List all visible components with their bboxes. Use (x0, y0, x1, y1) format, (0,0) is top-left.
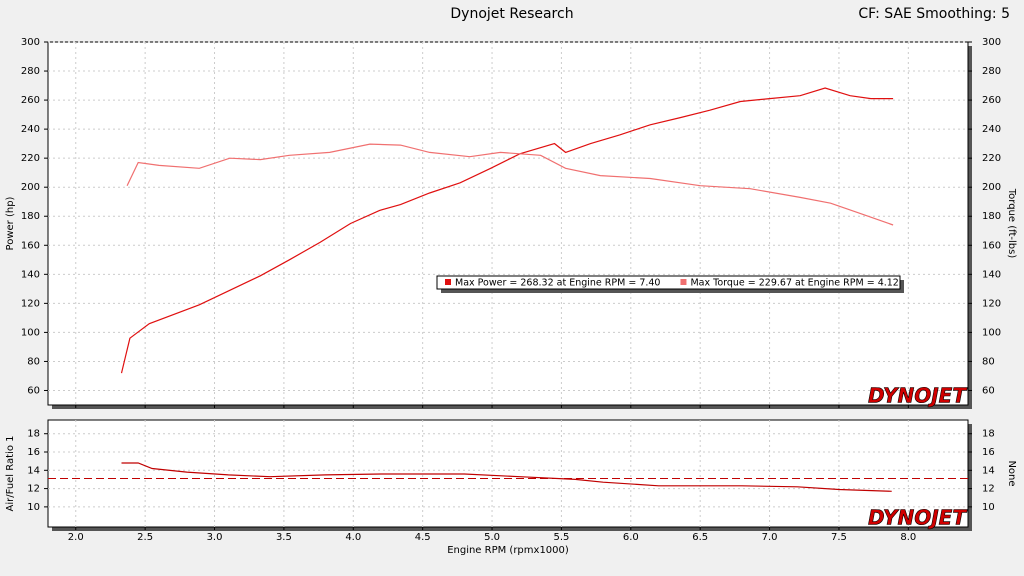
y-tick-label: 300 (21, 37, 40, 48)
y-tick-label: 140 (21, 269, 40, 280)
y2-tick-label: 140 (982, 269, 1001, 280)
x-tick-label: 7.0 (762, 532, 778, 543)
x-tick-label: 2.0 (68, 532, 84, 543)
y-tick-label: 200 (21, 182, 40, 193)
x-tick-label: 4.5 (415, 532, 431, 543)
y-axis-label: Air/Fuel Ratio 1 (5, 436, 16, 512)
y2-tick-label: 240 (982, 124, 1001, 135)
x-tick-label: 5.5 (553, 532, 569, 543)
x-axis-label: Engine RPM (rpmx1000) (447, 545, 569, 556)
x-tick-label: 4.0 (345, 532, 361, 543)
series-line (121, 462, 892, 492)
x-tick-label: 2.5 (137, 532, 153, 543)
y2-tick-label: 200 (982, 182, 1001, 193)
y2-tick-label: 14 (982, 465, 995, 476)
y2-tick-label: 100 (982, 327, 1001, 338)
logo: DYNOJET (868, 384, 967, 408)
y-tick-label: 240 (21, 124, 40, 135)
settings: CF: SAE Smoothing: 5 (858, 6, 1010, 22)
legend-entry: Max Torque = 229.67 at Engine RPM = 4.12 (690, 278, 898, 289)
series-line (126, 143, 894, 226)
y-tick-label: 10 (27, 502, 40, 513)
y-tick-label: 180 (21, 211, 40, 222)
y2-tick-label: 10 (982, 502, 995, 513)
y2-tick-label: 120 (982, 298, 1001, 309)
x-tick-label: 5.0 (484, 532, 500, 543)
y-tick-label: 280 (21, 66, 40, 77)
y2-tick-label: 260 (982, 95, 1001, 106)
y-tick-label: 260 (21, 95, 40, 106)
legend-entry: Max Power = 268.32 at Engine RPM = 7.40 (455, 278, 660, 289)
x-tick-label: 7.5 (831, 532, 847, 543)
y2-axis-label: None (1006, 460, 1017, 486)
y2-axis-label: Torque (ft-lbs) (1006, 188, 1017, 259)
y-axis-label: Power (hp) (5, 196, 16, 250)
y-tick-label: 100 (21, 327, 40, 338)
y2-tick-label: 160 (982, 240, 1001, 251)
y-tick-label: 12 (27, 484, 40, 495)
plot-area (47, 419, 969, 528)
y-tick-label: 60 (27, 385, 40, 396)
logo: DYNOJET (868, 506, 967, 530)
x-tick-label: 6.0 (623, 532, 639, 543)
y-tick-label: 14 (27, 465, 40, 476)
y-tick-label: 120 (21, 298, 40, 309)
legend-swatch (445, 279, 451, 285)
x-tick-label: 6.5 (692, 532, 708, 543)
y2-tick-label: 280 (982, 66, 1001, 77)
y2-tick-label: 80 (982, 356, 995, 367)
y2-tick-label: 16 (982, 447, 995, 458)
y-tick-label: 18 (27, 429, 40, 440)
legend (436, 275, 901, 290)
y-tick-label: 220 (21, 153, 40, 164)
y2-tick-label: 300 (982, 37, 1001, 48)
chart-title: Dynojet Research (450, 6, 573, 22)
y2-tick-label: 220 (982, 153, 1001, 164)
y2-tick-label: 60 (982, 385, 995, 396)
y-tick-label: 160 (21, 240, 40, 251)
x-tick-label: 3.0 (207, 532, 223, 543)
x-tick-label: 8.0 (900, 532, 916, 543)
y-tick-label: 16 (27, 447, 40, 458)
y-tick-label: 80 (27, 356, 40, 367)
legend-swatch (680, 279, 687, 285)
y2-tick-label: 180 (982, 211, 1001, 222)
plot-area (47, 41, 969, 406)
y2-tick-label: 12 (982, 484, 995, 495)
y2-tick-label: 18 (982, 429, 995, 440)
x-tick-label: 3.5 (276, 532, 292, 543)
